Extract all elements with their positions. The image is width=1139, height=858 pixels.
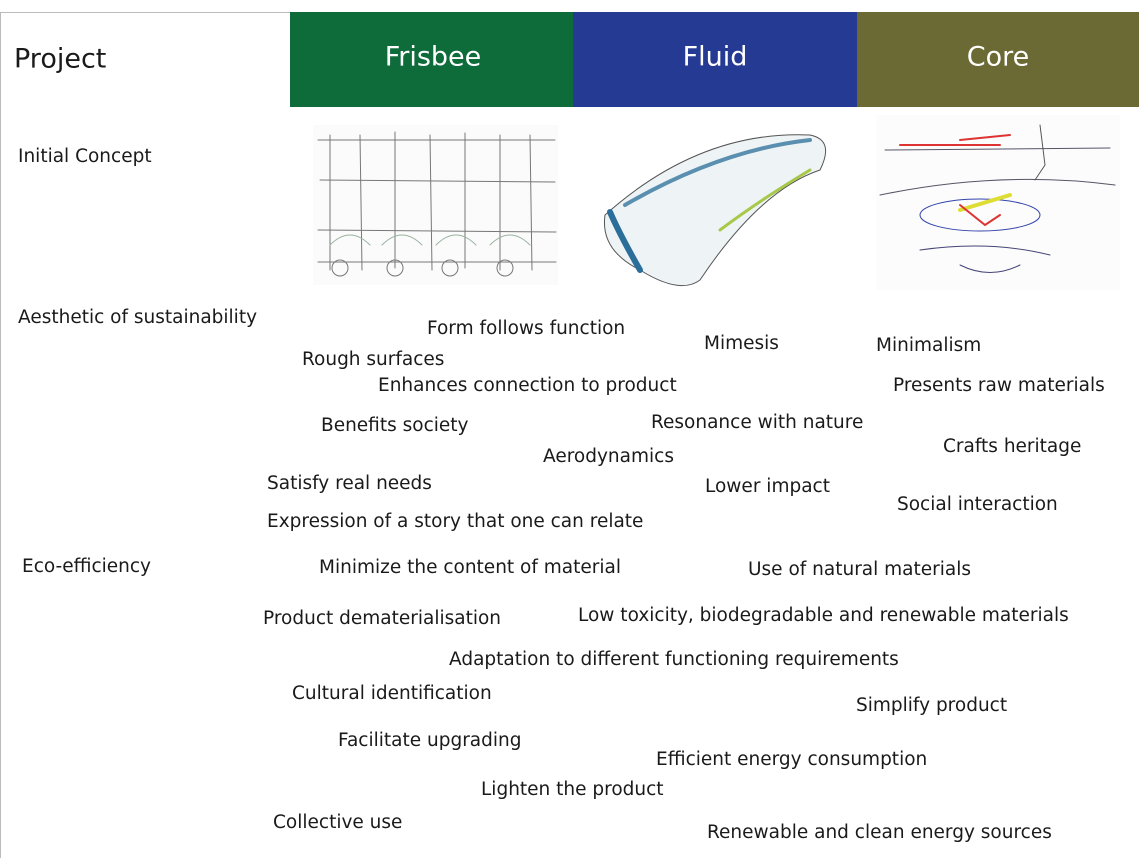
term: Product dematerialisation <box>263 608 501 629</box>
terms: Form follows function Mimesis Minimalism Ro… <box>263 318 1105 843</box>
fluid-sketch <box>603 134 827 287</box>
term: Low toxicity, biodegradable and renewabl… <box>578 605 1069 626</box>
row-label: Aesthetic of sustainability <box>18 307 257 328</box>
term: Mimesis <box>704 333 779 354</box>
term: Facilitate upgrading <box>338 730 521 751</box>
term: Simplify product <box>856 695 1007 716</box>
row-label: Eco-efficiency <box>22 556 151 577</box>
term: Use of natural materials <box>748 559 971 580</box>
core-sketch <box>876 115 1120 290</box>
fluid-header <box>573 12 857 107</box>
term: Benefits society <box>321 415 469 436</box>
term: Crafts heritage <box>943 436 1081 457</box>
term: Presents raw materials <box>893 375 1105 396</box>
term: Adaptation to different functioning requ… <box>449 649 899 670</box>
term: Enhances connection to product <box>378 375 677 396</box>
core-header <box>857 12 1139 107</box>
term: Minimize the content of material <box>319 557 621 578</box>
term: Collective use <box>273 812 402 833</box>
term: Lighten the product <box>481 779 664 800</box>
term: Social interaction <box>897 494 1058 515</box>
term: Renewable and clean energy sources <box>707 822 1052 843</box>
term: Expression of a story that one can relat… <box>267 511 643 532</box>
term: Form follows function <box>427 318 625 339</box>
term: Minimalism <box>876 335 981 356</box>
header-label: Project <box>14 44 106 75</box>
term: Cultural identification <box>292 683 492 704</box>
column-title: Core <box>967 42 1030 73</box>
term: Rough surfaces <box>302 349 444 370</box>
frisbee-header <box>290 12 573 107</box>
term: Aerodynamics <box>543 446 674 467</box>
term: Lower impact <box>705 476 830 497</box>
column-title: Frisbee <box>385 42 482 73</box>
term: Efficient energy consumption <box>656 749 927 770</box>
term: Resonance with nature <box>651 412 863 433</box>
row-label: Initial Concept <box>18 146 152 167</box>
term: Satisfy real needs <box>267 473 432 494</box>
column-title: Fluid <box>683 42 748 73</box>
frisbee-sketch <box>313 125 558 285</box>
